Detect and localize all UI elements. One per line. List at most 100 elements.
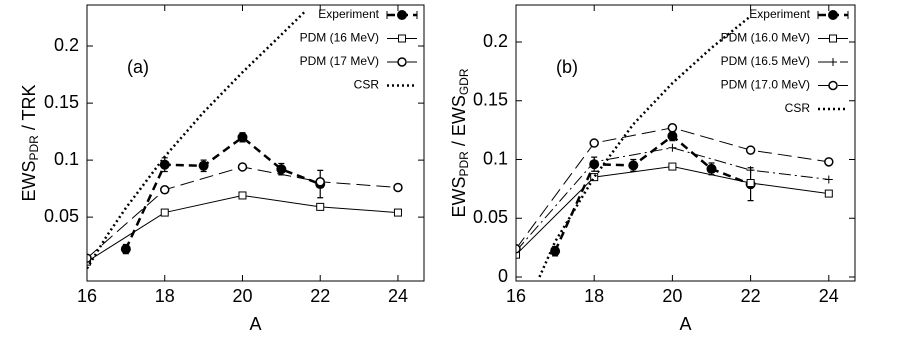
legend-label: Experiment <box>749 7 810 21</box>
legend-label: PDM (17.0 MeV) <box>721 78 810 92</box>
y-tick-label: 0 <box>498 266 508 286</box>
y-tick-label: 0.15 <box>473 90 508 110</box>
marker <box>745 145 756 155</box>
marker <box>746 166 755 175</box>
legend-caps <box>817 11 849 19</box>
y-tick-label: 0.2 <box>483 31 508 51</box>
y-tick-label: 0.1 <box>483 148 508 168</box>
marker <box>828 80 838 91</box>
series-line <box>87 166 398 259</box>
marker <box>590 157 599 166</box>
plot-frame <box>86 4 425 282</box>
series-line <box>516 166 829 256</box>
marker <box>120 244 131 255</box>
marker <box>828 10 838 20</box>
x-tick-label: 20 <box>232 286 252 306</box>
marker <box>667 123 678 133</box>
y-tick-label: 0.15 <box>44 92 79 112</box>
marker <box>393 208 402 217</box>
marker <box>668 162 677 171</box>
x-tick-label: 16 <box>77 286 97 306</box>
x-tick-label: 22 <box>310 286 330 306</box>
marker <box>87 253 92 263</box>
marker <box>238 191 247 200</box>
series <box>516 162 833 259</box>
x-tick-label: 22 <box>741 286 761 306</box>
y-label-part: PDR <box>457 151 471 177</box>
series-line <box>538 15 752 278</box>
series-line <box>87 10 306 270</box>
marker <box>824 157 834 167</box>
x-tick-label: 24 <box>819 286 839 306</box>
series <box>550 130 756 257</box>
y-tick-label: 0.05 <box>473 207 508 227</box>
legend-label: PDM (16 MeV) <box>300 31 379 45</box>
marker <box>589 138 599 148</box>
plot-frame <box>515 4 856 282</box>
legend-label: PDM (16.5 MeV) <box>721 54 810 68</box>
marker <box>824 175 833 184</box>
marker <box>397 10 407 20</box>
panel: 16 18 20 22 24 0 0.05 0.1 0.15 0.2 A EWSPDR / EWSGD… <box>449 4 856 334</box>
marker <box>667 131 678 142</box>
x-tick-label: 24 <box>388 286 408 306</box>
marker <box>316 202 325 211</box>
legend-label: PDM (16.0 MeV) <box>721 31 810 45</box>
marker <box>829 34 837 43</box>
series <box>87 162 403 263</box>
marker <box>516 250 520 259</box>
series-line <box>124 135 321 250</box>
x-axis-label: A <box>249 314 261 334</box>
legend-label: PDM (17 MeV) <box>300 54 379 68</box>
marker <box>198 160 209 171</box>
marker <box>159 159 170 170</box>
legend-label: CSR <box>785 101 811 115</box>
y-label-part: PDR <box>27 135 41 161</box>
legend-label: Experiment <box>318 7 379 21</box>
x-tick-label: 16 <box>506 286 526 306</box>
y-label-part: / TRK <box>19 84 39 135</box>
panel-label: (a) <box>127 57 149 77</box>
marker <box>824 189 833 198</box>
y-tick-label: 0.05 <box>44 206 79 226</box>
marker <box>237 162 248 172</box>
marker <box>237 132 248 143</box>
marker <box>393 182 403 193</box>
series-line <box>553 134 752 252</box>
legend-label: CSR <box>354 78 380 92</box>
marker <box>398 34 406 43</box>
x-tick-label: 18 <box>155 286 175 306</box>
y-label-part: / EWS <box>449 95 469 151</box>
marker <box>746 179 755 188</box>
marker <box>829 58 837 66</box>
x-tick-label: 20 <box>662 286 682 306</box>
marker <box>628 160 639 171</box>
y-tick-label: 0.2 <box>54 35 79 55</box>
series <box>120 132 326 255</box>
panel: 16 18 20 22 24 0.05 0.1 0.15 0.2 A EWSPDR / TRK (a)… <box>19 4 425 334</box>
marker <box>516 244 521 254</box>
marker <box>706 163 717 174</box>
panel-label: (b) <box>556 57 578 77</box>
marker <box>315 177 325 187</box>
y-label-part: EWS <box>19 161 39 202</box>
marker <box>160 208 169 217</box>
series <box>87 191 402 266</box>
marker <box>159 185 170 195</box>
marker <box>276 164 287 175</box>
series <box>538 15 752 278</box>
legend-caps <box>386 11 418 19</box>
series-line <box>87 194 398 263</box>
x-axis-label: A <box>679 314 691 334</box>
y-tick-label: 0.1 <box>54 149 79 169</box>
series <box>87 10 306 270</box>
marker <box>590 173 599 182</box>
y-label-part: GDR <box>457 68 471 95</box>
series <box>516 123 834 254</box>
marker <box>668 143 677 152</box>
y-axis-label: EWSPDR / TRK <box>19 84 41 201</box>
x-tick-label: 18 <box>584 286 604 306</box>
y-axis-label: EWSPDR / EWSGDR <box>449 68 471 217</box>
marker <box>397 57 407 67</box>
